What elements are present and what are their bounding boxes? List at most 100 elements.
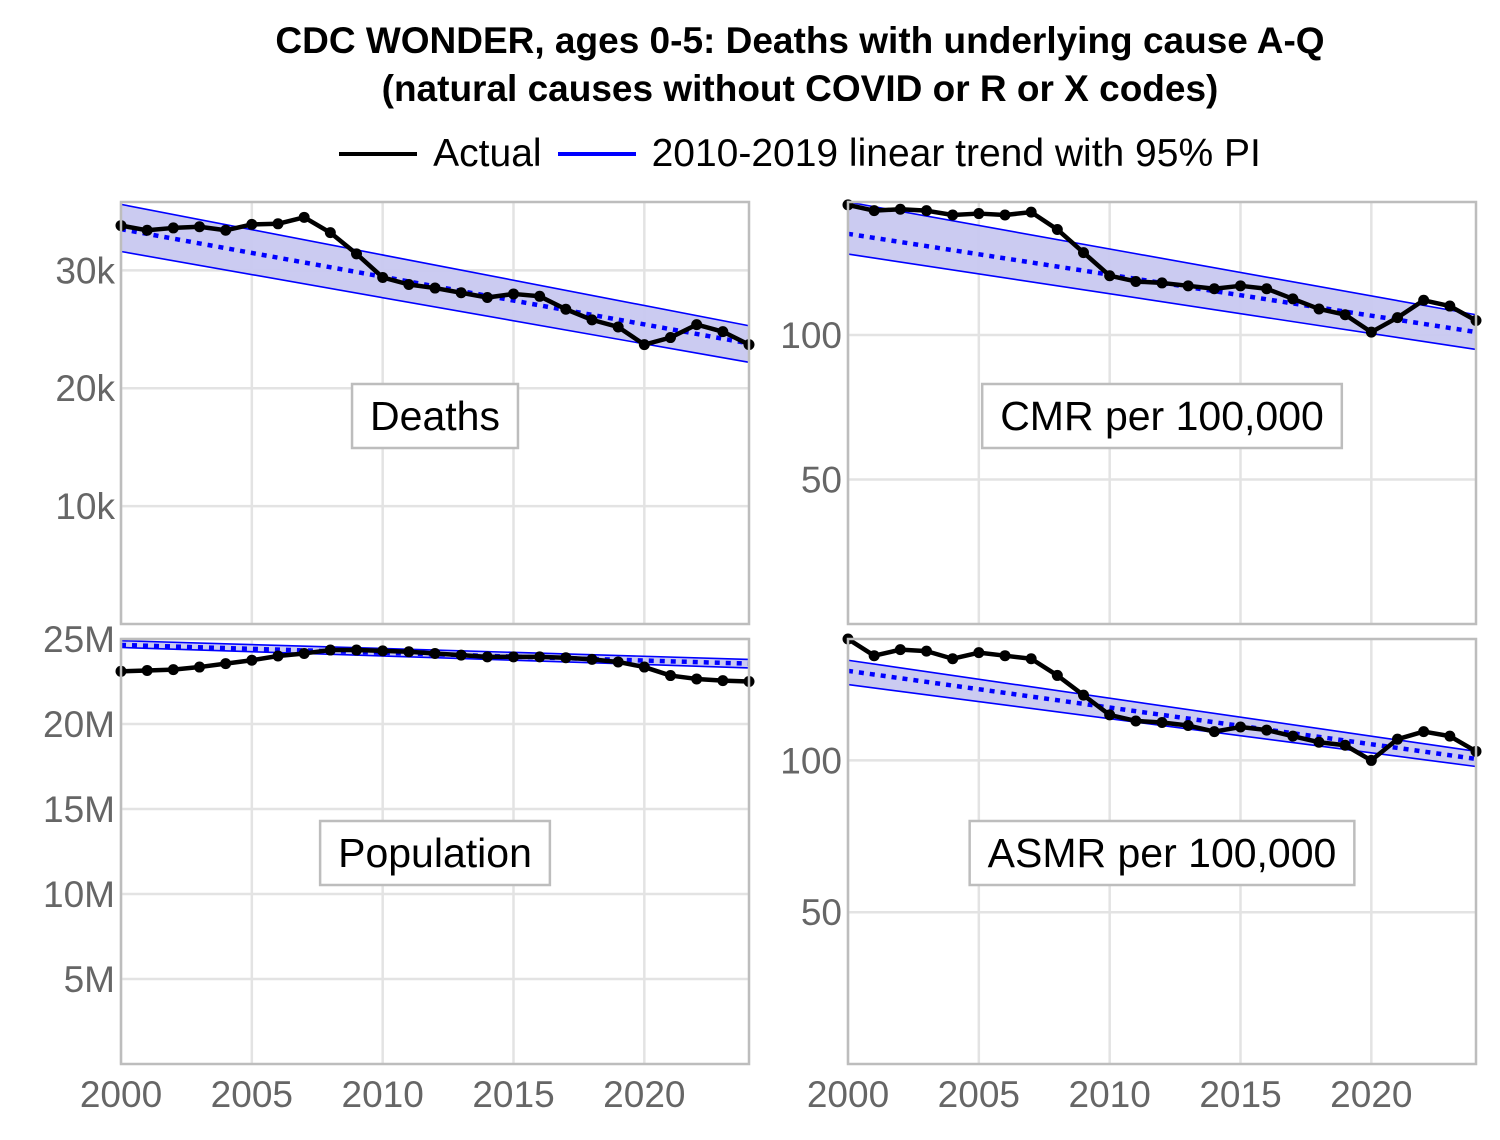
legend-item-trend: 2010-2019 linear trend with 95% PI [557, 132, 1261, 176]
actual-point [1208, 283, 1220, 295]
panel-label-box [350, 382, 520, 450]
actual-point [1130, 715, 1142, 727]
actual-point [1182, 720, 1194, 732]
y-tick-label: 100 [780, 740, 842, 781]
actual-point [324, 644, 336, 656]
actual-point [999, 650, 1011, 662]
x-tick-label: 2020 [1330, 1074, 1412, 1115]
actual-point [1025, 653, 1037, 665]
legend: Actual 2010-2019 linear trend with 95% P… [0, 132, 1500, 176]
actual-point [691, 319, 703, 331]
actual-point [194, 661, 205, 673]
actual-point [298, 211, 310, 223]
x-tick-label: 2015 [1199, 1074, 1281, 1115]
panel-frame [846, 200, 1478, 626]
actual-point [1208, 726, 1220, 738]
actual-point [1287, 293, 1299, 305]
actual-point [1235, 280, 1246, 292]
actual-point [455, 287, 467, 299]
actual-point [246, 218, 258, 230]
actual-point [1104, 270, 1116, 282]
actual-point [921, 645, 932, 657]
actual-point [1418, 726, 1430, 738]
legend-swatch-actual [339, 152, 418, 156]
actual-point [272, 650, 284, 662]
y-tick-label: 10M [43, 874, 115, 915]
actual-point [1025, 206, 1037, 218]
actual-point [377, 271, 389, 283]
actual-point [194, 221, 205, 233]
actual-point [220, 224, 232, 236]
panel-0: 10k 20k 30k Deaths [55, 200, 755, 626]
y-tick-label: 50 [801, 459, 842, 500]
pi-upper-line [847, 659, 1477, 753]
y-tick-label: 15M [43, 789, 115, 830]
y-tick-label: 50 [801, 892, 842, 933]
actual-point [1051, 669, 1063, 681]
panel-frame [846, 637, 1478, 1066]
actual-point [298, 647, 310, 659]
actual-point [1078, 247, 1089, 259]
x-tick-label: 2000 [80, 1074, 162, 1115]
y-tick-label: 20k [55, 368, 115, 409]
actual-point [167, 222, 179, 234]
actual-point [586, 653, 598, 665]
actual-point [429, 647, 441, 659]
panel-label-box [318, 819, 552, 887]
chart-title: CDC WONDER, ages 0-5: Deaths with underl… [275, 20, 1325, 61]
panel-frame [119, 637, 751, 1066]
actual-point [508, 651, 519, 663]
x-tick-label: 2005 [211, 1074, 293, 1115]
actual-point [403, 646, 415, 658]
actual-point [921, 205, 932, 217]
panel-label: ASMR per 100,000 [988, 830, 1337, 876]
actual-point [534, 651, 546, 663]
y-tick-label: 5M [64, 959, 115, 1000]
actual-point [1104, 709, 1116, 721]
actual-point [220, 658, 232, 670]
actual-point [1339, 739, 1351, 751]
actual-point [1392, 733, 1403, 745]
y-tick-label: 25M [43, 619, 115, 660]
actual-point [534, 290, 546, 302]
y-tick-label: 100 [780, 315, 842, 356]
x-tick-label: 2015 [472, 1074, 554, 1115]
panel-label-box [980, 382, 1344, 450]
y-tick-label: 10k [55, 486, 115, 527]
actual-point [1235, 721, 1246, 733]
actual-point [1418, 294, 1430, 306]
actual-point [167, 664, 179, 676]
actual-point [1392, 312, 1403, 324]
actual-point [1261, 283, 1273, 295]
actual-point [324, 227, 336, 239]
actual-point [1313, 303, 1325, 315]
legend-swatch-trend [557, 152, 636, 156]
actual-point [272, 218, 284, 230]
actual-point [1365, 754, 1377, 766]
actual-point [377, 645, 389, 657]
actual-point [429, 282, 441, 294]
actual-point [1313, 736, 1325, 748]
actual-point [560, 303, 572, 315]
panel-3: 50 100 ASMR per 100,000 2000 2005 2010 2015 202… [780, 633, 1482, 1115]
actual-point [638, 661, 650, 673]
actual-point [481, 651, 493, 663]
actual-point [1130, 275, 1142, 287]
actual-point [612, 321, 624, 333]
legend-label-actual: Actual [433, 132, 542, 175]
actual-point [894, 203, 906, 215]
panel-label: Deaths [370, 393, 500, 439]
actual-point [351, 248, 362, 260]
actual-point [586, 314, 598, 326]
actual-point [973, 208, 985, 220]
panel-label: Population [338, 830, 532, 876]
actual-point [868, 650, 880, 662]
actual-point [717, 675, 729, 687]
actual-point [691, 673, 703, 685]
actual-point [1156, 716, 1168, 728]
actual-point [560, 652, 572, 664]
actual-point [868, 205, 880, 217]
trend-line [847, 668, 1477, 762]
actual-point [1444, 300, 1456, 312]
actual-point [1182, 280, 1194, 292]
